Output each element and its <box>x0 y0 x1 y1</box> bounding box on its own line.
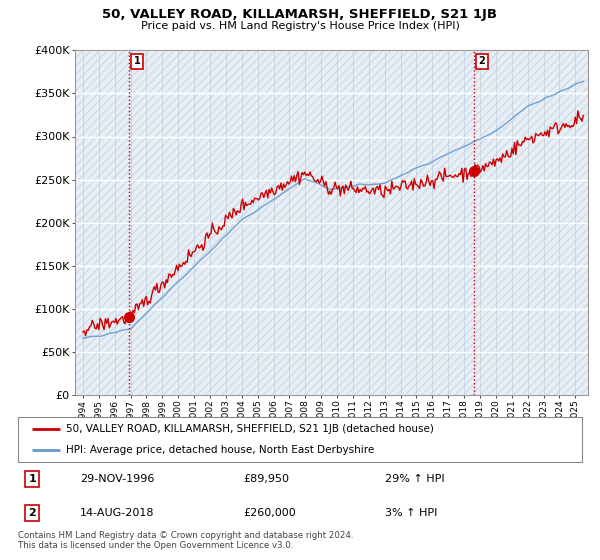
Text: 1: 1 <box>28 474 36 484</box>
Text: 29% ↑ HPI: 29% ↑ HPI <box>385 474 444 484</box>
FancyBboxPatch shape <box>18 417 582 462</box>
Text: 50, VALLEY ROAD, KILLAMARSH, SHEFFIELD, S21 1JB: 50, VALLEY ROAD, KILLAMARSH, SHEFFIELD, … <box>103 8 497 21</box>
Text: HPI: Average price, detached house, North East Derbyshire: HPI: Average price, detached house, Nort… <box>66 445 374 455</box>
Text: Price paid vs. HM Land Registry's House Price Index (HPI): Price paid vs. HM Land Registry's House … <box>140 21 460 31</box>
Text: 2: 2 <box>28 508 36 518</box>
Text: 1: 1 <box>134 57 140 67</box>
Text: 3% ↑ HPI: 3% ↑ HPI <box>385 508 437 518</box>
Text: 50, VALLEY ROAD, KILLAMARSH, SHEFFIELD, S21 1JB (detached house): 50, VALLEY ROAD, KILLAMARSH, SHEFFIELD, … <box>66 424 434 435</box>
Text: 29-NOV-1996: 29-NOV-1996 <box>80 474 154 484</box>
Text: 14-AUG-2018: 14-AUG-2018 <box>80 508 155 518</box>
Text: Contains HM Land Registry data © Crown copyright and database right 2024.
This d: Contains HM Land Registry data © Crown c… <box>18 531 353 550</box>
Text: £89,950: £89,950 <box>244 474 290 484</box>
Text: 2: 2 <box>479 57 485 67</box>
Text: £260,000: £260,000 <box>244 508 296 518</box>
